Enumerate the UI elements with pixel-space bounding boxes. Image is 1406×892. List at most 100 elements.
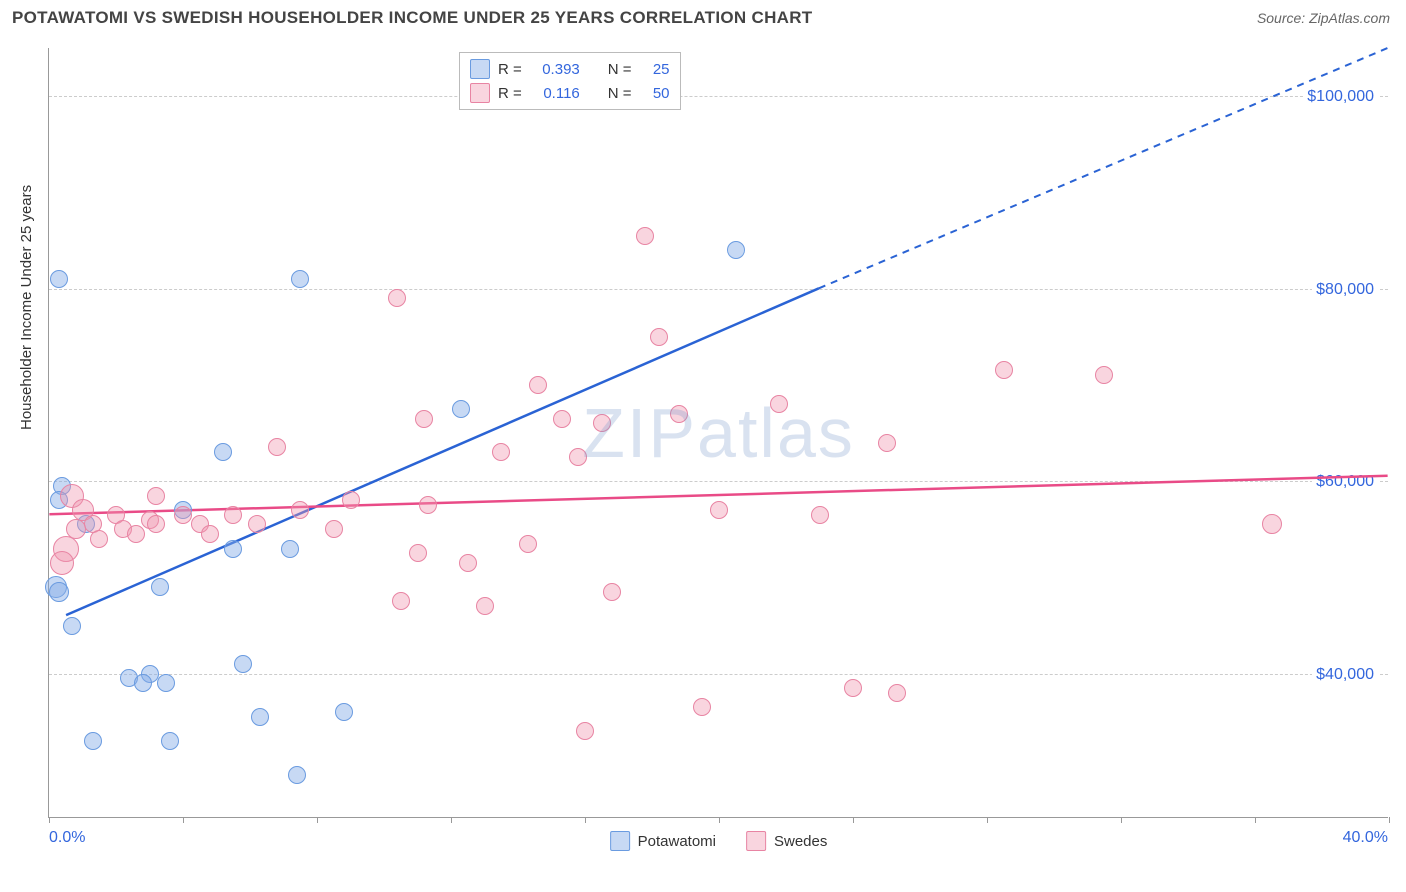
chart-plot-area: $40,000 $60,000 $80,000 $100,000 ZIPatlas R… [48, 48, 1388, 818]
data-point [492, 443, 510, 461]
data-point [576, 722, 594, 740]
y-tick-label: $80,000 [1312, 281, 1378, 299]
data-point [529, 376, 547, 394]
legend-item: Potawatomi [610, 831, 716, 851]
data-point [415, 410, 433, 428]
data-point [844, 679, 862, 697]
data-point [710, 501, 728, 519]
r-value: 0.116 [530, 85, 580, 102]
trend-lines-layer [49, 48, 1388, 817]
data-point [268, 438, 286, 456]
gridline: $40,000 [49, 674, 1388, 675]
data-point [342, 491, 360, 509]
series-legend: Potawatomi Swedes [610, 831, 828, 851]
x-tick [1389, 817, 1390, 823]
gridline: $60,000 [49, 481, 1388, 482]
x-tick [1121, 817, 1122, 823]
data-point [727, 241, 745, 259]
r-value: 0.393 [530, 61, 580, 78]
legend-item: Swedes [746, 831, 827, 851]
data-point [1095, 366, 1113, 384]
data-point [693, 698, 711, 716]
data-point [84, 732, 102, 750]
data-point [636, 227, 654, 245]
chart-source: Source: ZipAtlas.com [1257, 10, 1390, 26]
data-point [650, 328, 668, 346]
watermark: ZIPatlas [582, 393, 855, 473]
data-point [224, 506, 242, 524]
data-point [335, 703, 353, 721]
data-point [452, 400, 470, 418]
data-point [161, 732, 179, 750]
data-point [251, 708, 269, 726]
x-tick [1255, 817, 1256, 823]
data-point [553, 410, 571, 428]
r-label: R = [498, 85, 522, 102]
n-label: N = [608, 85, 632, 102]
data-point [670, 405, 688, 423]
data-point [388, 289, 406, 307]
data-point [127, 525, 145, 543]
data-point [63, 617, 81, 635]
x-tick [183, 817, 184, 823]
data-point [66, 519, 86, 539]
gridline: $100,000 [49, 96, 1388, 97]
data-point [147, 515, 165, 533]
x-tick [719, 817, 720, 823]
y-axis-title: Householder Income Under 25 years [18, 185, 35, 430]
data-point [49, 582, 69, 602]
data-point [147, 487, 165, 505]
n-value: 25 [640, 61, 670, 78]
stats-legend-row: R = 0.116 N = 50 [470, 81, 670, 105]
data-point [770, 395, 788, 413]
trend-line [66, 288, 819, 615]
data-point [234, 655, 252, 673]
data-point [878, 434, 896, 452]
chart-header: POTAWATOMI VS SWEDISH HOUSEHOLDER INCOME… [0, 0, 1406, 36]
data-point [134, 674, 152, 692]
data-point [325, 520, 343, 538]
y-tick-label: $40,000 [1312, 666, 1378, 684]
trend-line-extrapolation [819, 48, 1388, 288]
gridline: $80,000 [49, 289, 1388, 290]
chart-title: POTAWATOMI VS SWEDISH HOUSEHOLDER INCOME… [12, 8, 813, 28]
data-point [224, 540, 242, 558]
data-point [811, 506, 829, 524]
x-tick [317, 817, 318, 823]
data-point [459, 554, 477, 572]
data-point [201, 525, 219, 543]
y-tick-label: $60,000 [1312, 473, 1378, 491]
legend-swatch [470, 83, 490, 103]
data-point [1262, 514, 1282, 534]
data-point [419, 496, 437, 514]
data-point [50, 551, 74, 575]
data-point [291, 270, 309, 288]
data-point [157, 674, 175, 692]
legend-swatch [610, 831, 630, 851]
data-point [291, 501, 309, 519]
legend-label: Potawatomi [638, 833, 716, 850]
data-point [519, 535, 537, 553]
stats-legend: R = 0.393 N = 25 R = 0.116 N = 50 [459, 52, 681, 110]
r-label: R = [498, 61, 522, 78]
x-tick [451, 817, 452, 823]
data-point [603, 583, 621, 601]
data-point [569, 448, 587, 466]
data-point [90, 530, 108, 548]
x-axis-min-label: 0.0% [49, 829, 85, 847]
n-label: N = [608, 61, 632, 78]
data-point [392, 592, 410, 610]
data-point [888, 684, 906, 702]
y-tick-label: $100,000 [1303, 88, 1378, 106]
data-point [50, 270, 68, 288]
data-point [214, 443, 232, 461]
x-tick [853, 817, 854, 823]
data-point [174, 506, 192, 524]
data-point [476, 597, 494, 615]
stats-legend-row: R = 0.393 N = 25 [470, 57, 670, 81]
n-value: 50 [640, 85, 670, 102]
legend-label: Swedes [774, 833, 827, 850]
x-tick [49, 817, 50, 823]
data-point [151, 578, 169, 596]
data-point [281, 540, 299, 558]
